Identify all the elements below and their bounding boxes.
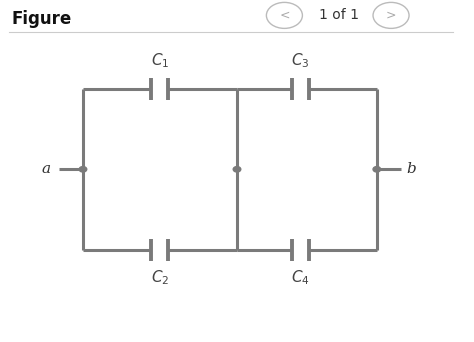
Text: $C_2$: $C_2$ [151, 268, 169, 287]
Text: $C_3$: $C_3$ [291, 51, 310, 70]
Circle shape [373, 167, 381, 172]
Text: $C_1$: $C_1$ [151, 51, 169, 70]
Circle shape [79, 167, 87, 172]
Text: <: < [279, 9, 290, 22]
Text: 1 of 1: 1 of 1 [319, 9, 359, 22]
Text: >: > [386, 9, 396, 22]
Circle shape [233, 167, 241, 172]
Text: Figure: Figure [12, 10, 72, 28]
Text: $C_4$: $C_4$ [291, 268, 310, 287]
Text: a: a [42, 162, 51, 176]
Text: b: b [406, 162, 416, 176]
